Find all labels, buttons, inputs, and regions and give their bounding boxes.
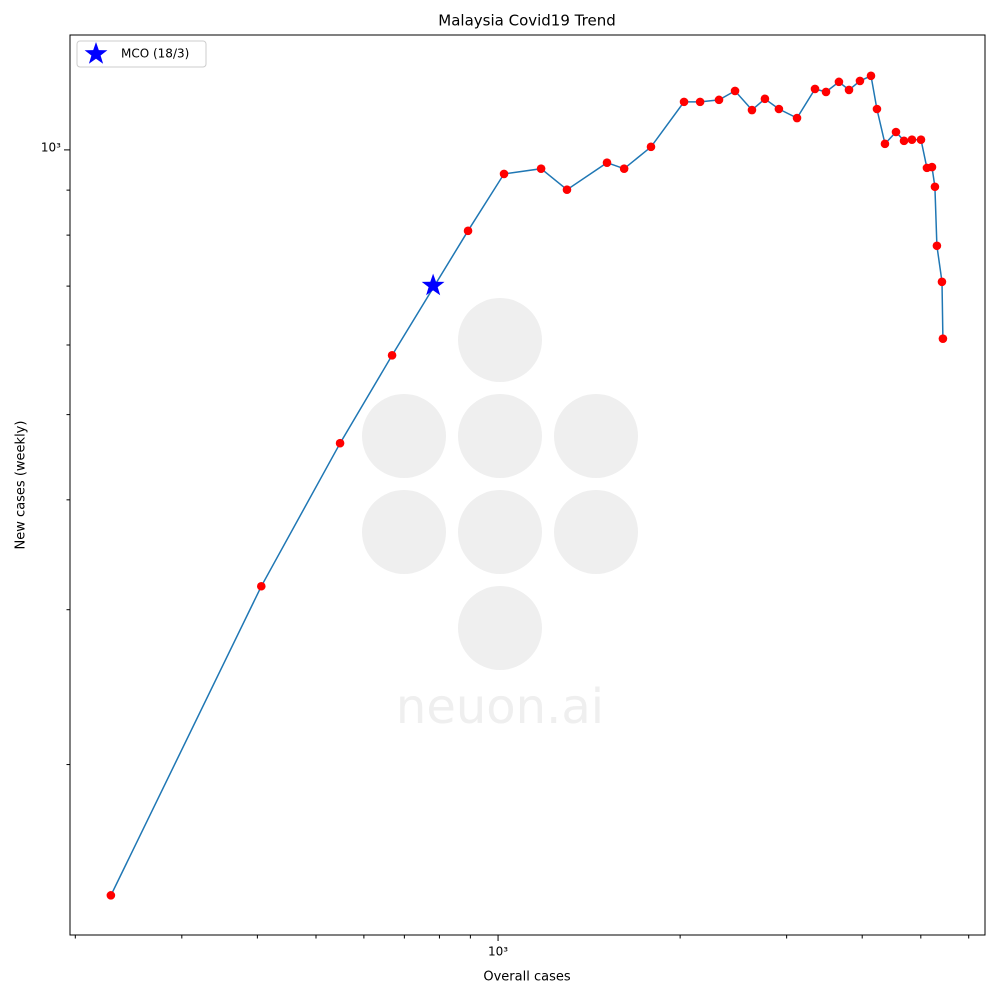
data-point bbox=[907, 135, 917, 145]
data-point bbox=[774, 104, 784, 114]
data-point bbox=[810, 84, 820, 94]
y-axis-label: New cases (weekly) bbox=[14, 421, 29, 550]
watermark-logo bbox=[362, 298, 638, 670]
watermark-text: neuon.ai bbox=[396, 679, 604, 735]
data-point bbox=[760, 94, 770, 104]
data-point bbox=[916, 135, 926, 145]
legend-label: MCO (18/3) bbox=[121, 47, 189, 61]
x-tick-label: 10³ bbox=[488, 945, 508, 959]
legend-symbol bbox=[84, 42, 108, 64]
data-point bbox=[536, 164, 546, 173]
data-point bbox=[106, 891, 116, 900]
data-point bbox=[866, 71, 876, 81]
data-point bbox=[834, 77, 844, 87]
data-point bbox=[256, 581, 266, 591]
data-point bbox=[602, 158, 612, 168]
data-point bbox=[872, 104, 882, 114]
x-axis-label: Overall cases bbox=[483, 970, 570, 985]
data-point bbox=[930, 182, 940, 192]
data-point bbox=[792, 113, 802, 123]
data-point bbox=[747, 105, 757, 115]
data-point bbox=[899, 136, 909, 146]
data-point bbox=[730, 86, 740, 96]
data-point bbox=[562, 185, 572, 195]
data-point bbox=[821, 87, 831, 97]
plot-area: 10³ 10³ bbox=[41, 71, 970, 959]
data-point bbox=[938, 334, 948, 343]
data-point bbox=[937, 277, 947, 287]
data-point bbox=[695, 97, 705, 107]
chart-title: Malaysia Covid19 Trend bbox=[438, 12, 615, 30]
star-marker bbox=[421, 273, 445, 296]
data-point bbox=[646, 142, 656, 152]
data-point bbox=[387, 351, 397, 360]
data-point bbox=[844, 85, 854, 95]
data-point bbox=[679, 97, 689, 107]
data-point bbox=[855, 76, 865, 86]
data-point bbox=[927, 162, 937, 172]
data-point bbox=[891, 127, 901, 137]
data-point bbox=[335, 438, 345, 448]
data-point bbox=[932, 241, 942, 251]
y-tick-label: 10³ bbox=[41, 140, 61, 154]
data-point bbox=[463, 226, 473, 236]
data-point bbox=[499, 169, 509, 179]
data-point bbox=[880, 139, 890, 149]
data-point bbox=[619, 164, 629, 173]
data-point bbox=[714, 95, 724, 105]
axes-frame bbox=[69, 34, 986, 936]
legend-box bbox=[76, 40, 207, 68]
